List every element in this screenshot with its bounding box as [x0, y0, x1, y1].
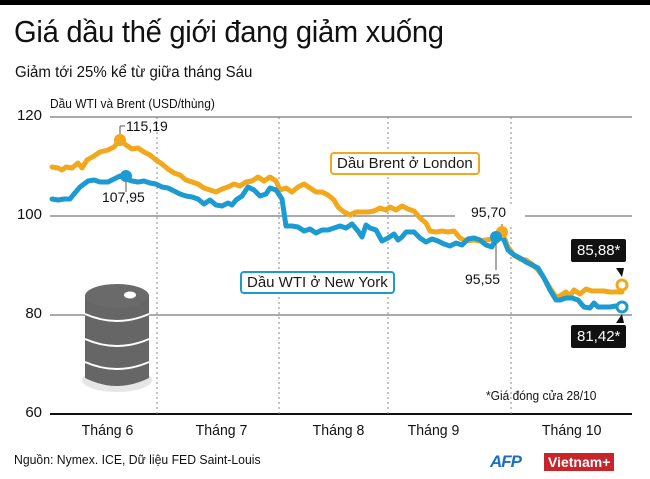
x-tick-thang-8: Tháng 8 — [312, 422, 365, 439]
chart-title: Giá dầu thế giới đang giảm xuống — [14, 14, 444, 49]
brent-last-marker — [615, 278, 629, 292]
x-tick-thang-9: Tháng 9 — [407, 422, 460, 439]
wti-sep-marker — [490, 231, 502, 243]
legend-wti: Dầu WTI ở New York — [240, 271, 395, 294]
y-tick-60: 60 — [25, 404, 42, 421]
afp-logo: AFP — [490, 452, 522, 471]
x-tick-thang-7: Tháng 7 — [195, 422, 248, 439]
brent-peak-label: 115,19 — [126, 118, 168, 134]
source-note: Nguồn: Nymex. ICE, Dữ liệu FED Saint-Lou… — [14, 452, 261, 467]
wti-last-callout: 81,42* — [571, 325, 627, 348]
y-tick-80: 80 — [25, 305, 42, 322]
footnote: *Giá đóng cửa 28/10 — [486, 388, 597, 403]
brent-sep-label: 95,70 — [471, 204, 507, 220]
legend-brent: Dầu Brent ở London — [330, 152, 480, 175]
brent-last-callout: 85,88* — [571, 239, 627, 262]
oil-barrel-icon — [82, 284, 152, 392]
wti-last-marker — [615, 300, 629, 314]
x-tick-thang-6: Tháng 6 — [81, 422, 134, 439]
y-tick-120: 120 — [16, 107, 42, 124]
wti-peak-marker — [120, 170, 132, 182]
wti-sep-label: 95,55 — [465, 271, 501, 287]
y-axis-label: Dầu WTI và Brent (USD/thùng) — [50, 96, 215, 111]
wti-line — [49, 173, 625, 311]
chart-subtitle: Giảm tới 25% kể từ giữa tháng Sáu — [15, 64, 253, 81]
top-bar — [0, 0, 650, 5]
wti-peak-label: 107,95 — [102, 189, 145, 205]
brent-peak-marker — [114, 134, 126, 146]
y-tick-100: 100 — [16, 206, 42, 223]
x-tick-thang-10: Tháng 10 — [541, 422, 602, 439]
vietnamplus-logo: Vietnam+ — [544, 453, 615, 471]
